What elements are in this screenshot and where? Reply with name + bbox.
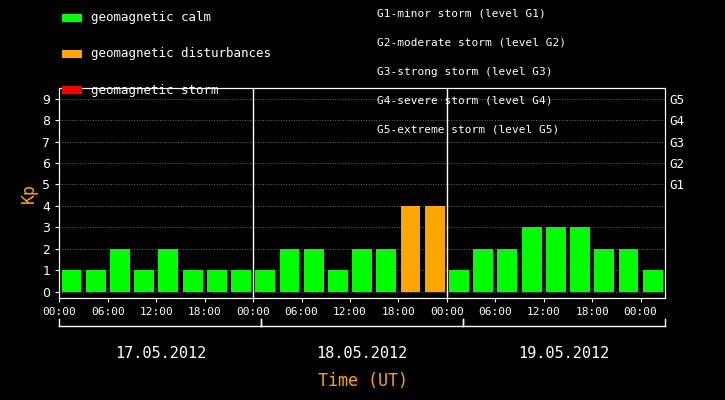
- Bar: [86, 270, 106, 292]
- Bar: [159, 249, 178, 292]
- Bar: [570, 227, 590, 292]
- Text: geomagnetic disturbances: geomagnetic disturbances: [91, 48, 270, 60]
- Bar: [255, 270, 276, 292]
- Bar: [643, 270, 663, 292]
- Text: G3-strong storm (level G3): G3-strong storm (level G3): [377, 67, 552, 77]
- Text: Time (UT): Time (UT): [318, 372, 407, 390]
- Bar: [280, 249, 299, 292]
- Bar: [546, 227, 566, 292]
- Bar: [134, 270, 154, 292]
- Bar: [110, 249, 130, 292]
- Bar: [522, 227, 542, 292]
- Text: geomagnetic calm: geomagnetic calm: [91, 12, 211, 24]
- Text: G1-minor storm (level G1): G1-minor storm (level G1): [377, 9, 546, 19]
- Text: 17.05.2012: 17.05.2012: [115, 346, 206, 362]
- Bar: [618, 249, 639, 292]
- Bar: [473, 249, 493, 292]
- Text: geomagnetic storm: geomagnetic storm: [91, 84, 218, 96]
- Text: 19.05.2012: 19.05.2012: [518, 346, 610, 362]
- Text: G4-severe storm (level G4): G4-severe storm (level G4): [377, 95, 552, 105]
- Bar: [207, 270, 227, 292]
- Bar: [425, 206, 444, 292]
- Bar: [376, 249, 397, 292]
- Bar: [183, 270, 202, 292]
- Text: 18.05.2012: 18.05.2012: [317, 346, 407, 362]
- Bar: [328, 270, 348, 292]
- Bar: [449, 270, 469, 292]
- Text: G5-extreme storm (level G5): G5-extreme storm (level G5): [377, 124, 559, 134]
- Bar: [231, 270, 251, 292]
- Bar: [594, 249, 614, 292]
- Bar: [497, 249, 518, 292]
- Text: G2-moderate storm (level G2): G2-moderate storm (level G2): [377, 38, 566, 48]
- Bar: [401, 206, 420, 292]
- Y-axis label: Kp: Kp: [20, 183, 38, 203]
- Bar: [304, 249, 323, 292]
- Bar: [62, 270, 81, 292]
- Bar: [352, 249, 372, 292]
